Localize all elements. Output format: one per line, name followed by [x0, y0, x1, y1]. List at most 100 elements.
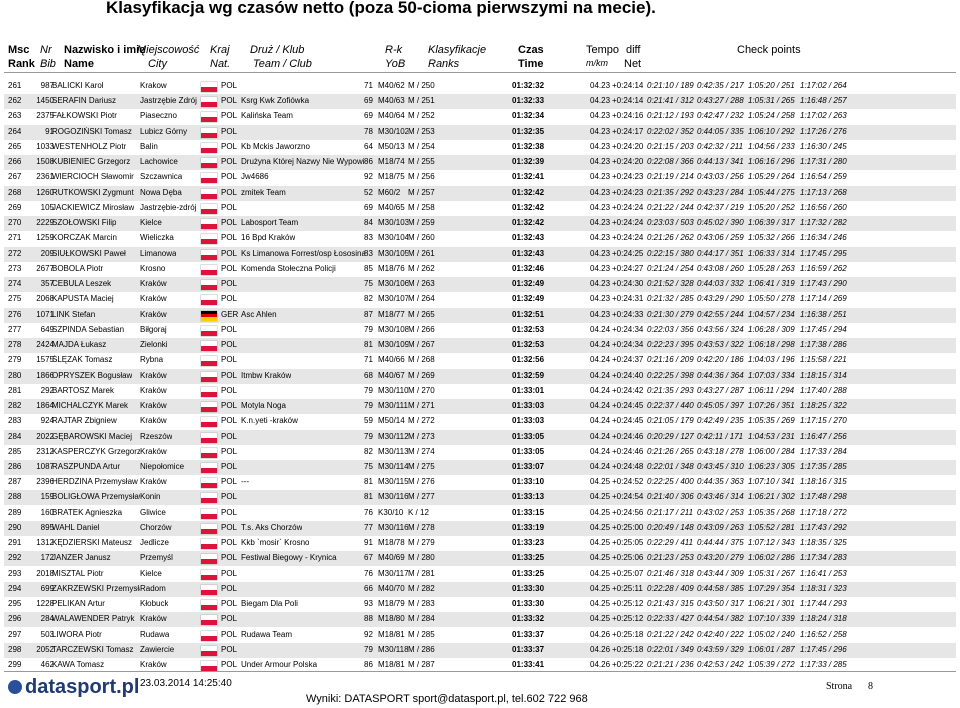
checkpoint: 0:42:20 / 186	[697, 355, 744, 365]
time: 01:33:41	[512, 660, 545, 670]
nat: POL	[221, 96, 238, 106]
flag-stripe	[201, 402, 217, 408]
class: M30/109	[378, 340, 408, 350]
checkpoint: 0:21:35 / 293	[647, 385, 694, 395]
flag-stripe	[201, 437, 217, 443]
flag-stripe	[201, 310, 217, 314]
checkpoint: 1:16:48 / 257	[800, 96, 847, 106]
table-row: 264 91 ROGOZIŃSKI Tomasz Lubicz Górny POL 78 M…	[4, 124, 956, 140]
rank: 275	[8, 294, 22, 304]
flag-stripe	[201, 325, 217, 331]
nat: POL	[221, 614, 238, 624]
flag-stripe	[201, 295, 217, 301]
diff: +0:24:33	[612, 309, 644, 319]
tempo: 04.25	[590, 553, 611, 563]
city: Rybna	[140, 355, 164, 365]
team: Kb Mckis Jaworzno	[241, 141, 310, 151]
name: WESTENHOLZ Piotr	[52, 141, 127, 151]
city: Nowa Dęba	[140, 187, 182, 197]
column-header: Kraj	[210, 44, 230, 56]
checkpoint: 1:07:10 / 339	[748, 614, 795, 624]
time: 01:32:49	[512, 279, 545, 289]
nat: POL	[221, 446, 238, 456]
checkpoint: 0:43:59 / 329	[697, 644, 744, 654]
flag-stripe	[201, 188, 217, 194]
flag-stripe	[201, 493, 217, 499]
flag-stripe	[201, 386, 217, 392]
class: M30/112	[378, 431, 408, 441]
table-row: 284 2022 GĘBAROWSKI Maciej Rzeszów POL 79 M30/…	[4, 429, 956, 445]
checkpoint: 0:21:24 / 254	[647, 263, 694, 273]
tempo: 04.23	[590, 111, 611, 121]
table-row: 271 1259 KORCZAK Marcin Wieliczka POL 16 Bpd …	[4, 231, 956, 246]
rank: 270	[8, 218, 22, 228]
tempo: 04.26	[590, 629, 611, 639]
flag	[201, 356, 217, 367]
name: KUBIENIEC Grzegorz	[52, 157, 131, 167]
table-row: 291 1312 KĘDZIERSKI Mateusz Jedlicze POL Kkb …	[4, 536, 956, 551]
flag-stripe	[201, 620, 217, 626]
flag-stripe	[201, 313, 217, 318]
nat: POL	[221, 263, 238, 273]
flag-stripe	[201, 407, 217, 413]
checkpoint: 1:16:47 / 256	[800, 431, 847, 441]
bib: 2361	[36, 172, 54, 182]
flag	[201, 600, 217, 611]
city: Kielce	[140, 218, 162, 228]
checkpoint: 1:05:52 / 281	[748, 522, 795, 532]
yob: 77	[364, 522, 373, 532]
rank-in-class: M / 280	[408, 553, 435, 563]
yob: 79	[364, 431, 373, 441]
bib: 1260	[36, 187, 54, 197]
checkpoint: 1:06:11 / 294	[748, 385, 795, 395]
yob: 69	[364, 202, 373, 212]
checkpoint: 0:21:22 / 242	[647, 629, 694, 639]
tempo: 04.25	[590, 492, 611, 502]
table-row: 299 462 KAWA Tomasz Kraków POL Under Armour P…	[4, 658, 956, 673]
checkpoint: 1:17:43 / 292	[800, 522, 847, 532]
checkpoint: 0:45:05 / 397	[697, 401, 744, 411]
yob: 92	[364, 629, 373, 639]
column-header: Check points	[737, 44, 801, 56]
flag	[201, 295, 217, 306]
table-row: 263 2375 FAŁKOWSKI Piotr Piaseczno POL Kalińs…	[4, 109, 956, 124]
city: Kraków	[140, 279, 167, 289]
diff: +0:24:54	[612, 492, 644, 502]
table-row: 262 1450 SERAFIN Dariusz Jastrzębie Zdrój PO…	[4, 94, 956, 110]
nat: POL	[221, 324, 238, 334]
checkpoint: 0:43:50 / 317	[697, 599, 744, 609]
flag-stripe	[201, 452, 217, 458]
table-row: 268 1260 RUTKOWSKI Zygmunt Nowa Dęba POL zmit…	[4, 185, 956, 201]
table-row: 296 284 WALAWENDER Patryk Kraków POL 88 M18/80…	[4, 612, 956, 628]
city: Piaseczno	[140, 111, 177, 121]
checkpoint: 1:05:02 / 240	[748, 629, 795, 639]
time: 01:32:59	[512, 370, 545, 380]
name: PELIKAN Artur	[52, 599, 105, 609]
column-header: Time	[518, 58, 544, 70]
flag-stripe	[201, 163, 217, 169]
checkpoint: 0:44:35 / 363	[697, 477, 744, 487]
time: 01:32:46	[512, 263, 545, 273]
diff: +0:24:31	[612, 294, 644, 304]
team: Itmbw Kraków	[241, 370, 292, 380]
yob: 68	[364, 370, 373, 380]
time: 01:32:38	[512, 141, 545, 151]
flag-stripe	[201, 330, 217, 336]
checkpoint: 0:43:27 / 287	[697, 385, 744, 395]
yob: 76	[364, 568, 373, 578]
name: BOBOLA Piotr	[52, 263, 104, 273]
flag-stripe	[201, 447, 217, 453]
tempo: 04.23	[590, 263, 611, 273]
checkpoint: 0:21:10 / 189	[647, 81, 694, 90]
checkpoint: 1:17:34 / 283	[800, 553, 847, 563]
rank-in-class: M / 273	[408, 431, 435, 441]
checkpoint: 1:06:28 / 309	[748, 324, 795, 334]
city: Szczawnica	[140, 172, 183, 182]
rank-in-class: M / 267	[408, 340, 435, 350]
bib: 284	[40, 614, 54, 624]
checkpoint: 0:21:16 / 209	[647, 355, 694, 365]
time: 01:32:42	[512, 187, 545, 197]
city: Kraków	[140, 477, 167, 487]
bib: 2424	[36, 340, 54, 350]
rank-in-class: M / 275	[408, 462, 435, 471]
